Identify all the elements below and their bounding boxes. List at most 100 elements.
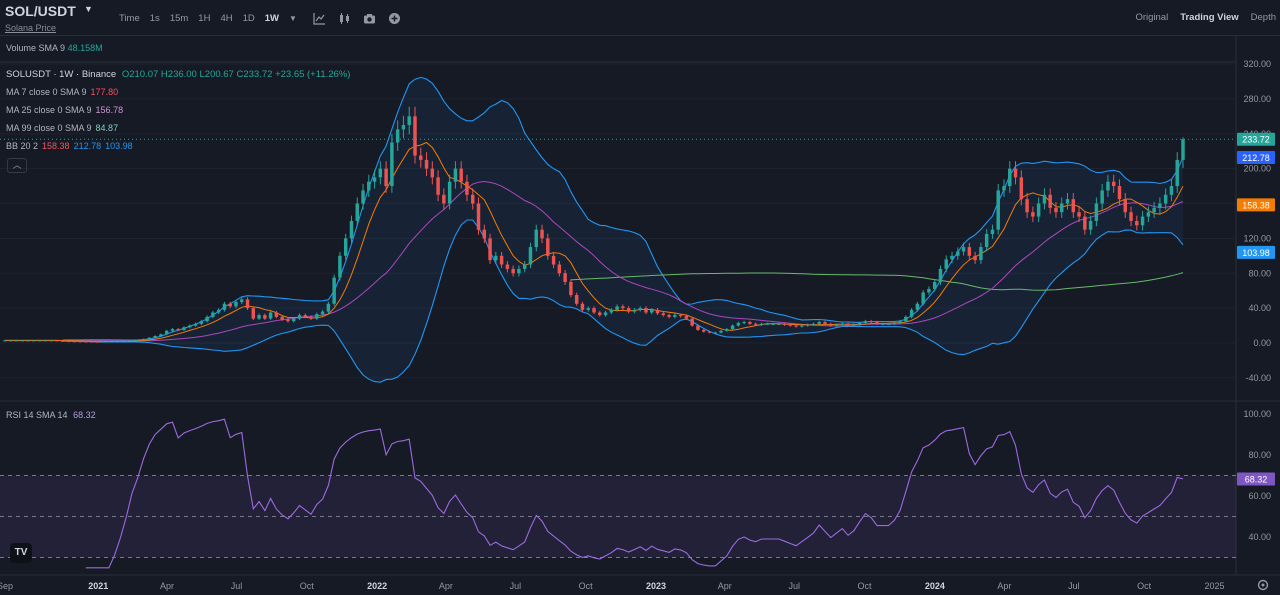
time-tick-label: Jul (789, 581, 801, 591)
candle-body (274, 312, 279, 317)
legend-symbol: SOLUSDT · 1W · Binance (6, 69, 117, 80)
candle-body (78, 341, 82, 343)
candle-body (43, 340, 48, 342)
candle-body (829, 323, 833, 326)
candle-body (1123, 199, 1127, 213)
candle-body (863, 321, 868, 323)
price-tick-label: 280.00 (1243, 94, 1271, 104)
candle-body (14, 340, 19, 342)
candle-body (846, 323, 850, 326)
candle-body (303, 315, 308, 317)
price-tag (1237, 198, 1275, 212)
candle-body (499, 255, 504, 265)
price-tick-label: 200.00 (1243, 164, 1271, 174)
candle-body (286, 319, 290, 322)
time-axis[interactable]: Sep 2021 Apr Jul Oct 2022 Apr Jul Oct 2023 Apr Jul O… (0, 579, 1269, 592)
ma99-label: MA 99 close 0 SMA 9 (6, 123, 92, 133)
view-depth[interactable]: Depth (1250, 12, 1276, 23)
collapse-legend-icon[interactable]: ︿ (7, 158, 27, 173)
bb-lower-line (62, 219, 1184, 383)
ma7-legend[interactable]: MA 7 close 0 SMA 9 177.80 (6, 87, 118, 97)
timeframe-15m[interactable]: 15m (169, 13, 189, 24)
candle-body (805, 324, 810, 326)
candle-body (476, 203, 481, 230)
candle-body (447, 181, 452, 204)
price-tag (1237, 150, 1275, 164)
candle-body (1060, 203, 1064, 213)
candle-body (159, 334, 163, 337)
candle-body (898, 321, 902, 323)
rsi-axis[interactable]: 100.00 80.00 60.00 40.00 68.32 (1237, 409, 1275, 542)
symbol-subtitle-link[interactable]: Solana Price (5, 23, 57, 33)
candle-body (234, 302, 238, 307)
candle-body (528, 247, 533, 265)
candle-body (355, 203, 359, 221)
timeframe-time[interactable]: Time (119, 13, 140, 24)
candle-body (216, 309, 221, 313)
volume-value: 48.158M (67, 43, 103, 53)
candle-body (349, 220, 354, 239)
legend-high-label: H (160, 69, 168, 80)
candle-body (413, 116, 417, 156)
candle-body (55, 340, 59, 342)
view-original[interactable]: Original (1135, 12, 1169, 23)
tradingview-logo[interactable]: TV (10, 543, 32, 563)
symbol-title[interactable]: SOL/USDT (5, 3, 76, 19)
ohlc-legend: SOLUSDT · 1W · Binance O210.07 H236.00 L… (6, 69, 350, 80)
candle-body (650, 309, 654, 313)
candle-body (973, 255, 977, 261)
rsi-tick-label: 80.00 (1248, 450, 1271, 460)
timeframe-1s[interactable]: 1s (149, 13, 160, 24)
candle-body (211, 312, 215, 317)
price-tick-label: 120.00 (1243, 233, 1271, 243)
camera-icon[interactable] (363, 12, 376, 25)
settings-icon-ring (1257, 579, 1269, 591)
candle-body (361, 190, 365, 204)
candle-body (996, 190, 1000, 230)
symbol-dropdown-icon[interactable]: ▼ (84, 4, 93, 14)
candle-body (263, 315, 267, 319)
candle-body (615, 306, 619, 310)
legend-open-label: O (121, 69, 130, 80)
candle-body (378, 168, 383, 178)
timeframe-1h[interactable]: 1H (198, 13, 211, 24)
price-tag (1237, 132, 1275, 146)
candle-body (37, 340, 42, 342)
indicator-icon[interactable] (313, 12, 326, 25)
candle-body (176, 329, 180, 331)
timeframe-1d[interactable]: 1D (242, 13, 255, 24)
candle-body (1088, 220, 1093, 230)
price-axis[interactable]: 320.00280.00240.00200.00160.00120.0080.0… (1237, 59, 1275, 383)
candle-body (222, 303, 227, 310)
timeframe-4h[interactable]: 4H (220, 13, 233, 24)
candle-body (534, 229, 538, 248)
bollinger-fill-area (62, 77, 1184, 383)
legend-low-label: L (199, 69, 205, 80)
timeframe-1w[interactable]: 1W (264, 13, 280, 24)
bb-legend[interactable]: BB 20 2 158.38 212.78 103.98 (6, 141, 133, 151)
candle-body (1175, 159, 1179, 187)
ma25-legend[interactable]: MA 25 close 0 SMA 9 156.78 (6, 105, 123, 115)
timeframe-dropdown-icon[interactable]: ▼ (289, 14, 297, 23)
candle-body (609, 309, 614, 313)
candle-body (430, 168, 435, 178)
candle-body (1065, 199, 1070, 204)
candle-body (690, 318, 694, 326)
view-trading-view[interactable]: Trading View (1180, 12, 1239, 23)
candle-type-icon[interactable] (338, 12, 351, 25)
candle-body (32, 340, 36, 342)
ma99-legend[interactable]: MA 99 close 0 SMA 9 84.87 (6, 123, 118, 133)
candle-body (869, 321, 873, 323)
rsi-tick-label: 40.00 (1248, 532, 1271, 542)
candle-body (511, 268, 515, 274)
candle-body (95, 341, 100, 343)
bb-upper-value: 212.78 (73, 141, 102, 151)
add-icon[interactable] (388, 12, 401, 25)
candle-body (130, 340, 134, 342)
rsi-tick-label: 100.00 (1243, 409, 1271, 419)
candle-body (384, 168, 388, 187)
candle-body (638, 308, 642, 310)
candle-body (459, 168, 463, 182)
volume-legend: Volume SMA 9 48.158M (6, 43, 103, 53)
